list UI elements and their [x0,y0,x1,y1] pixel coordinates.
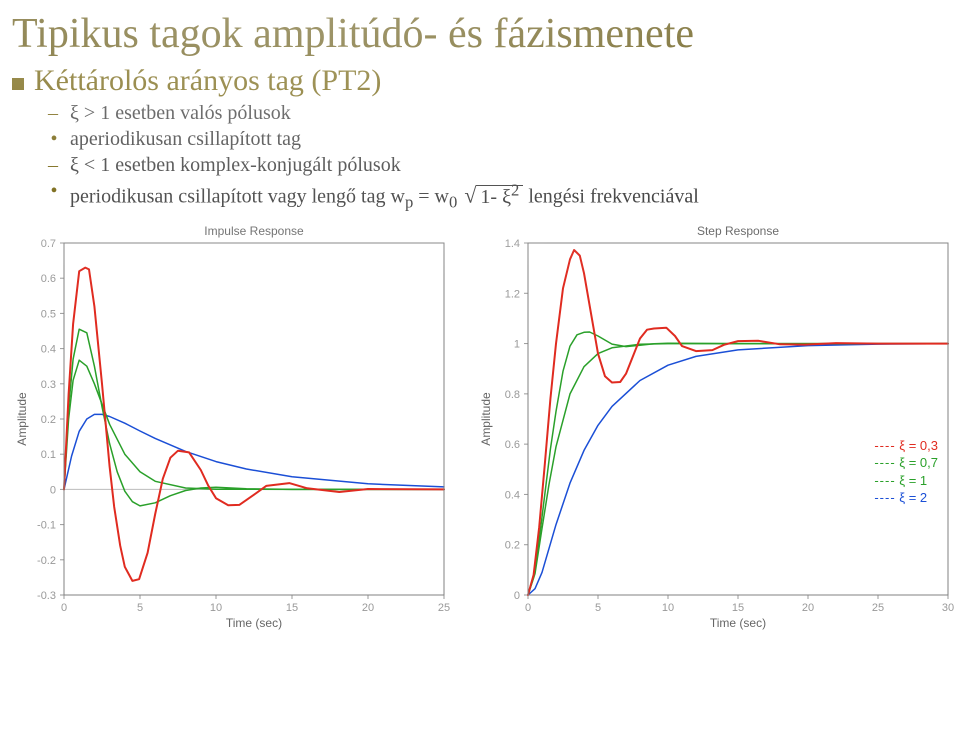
bullet-1: ξ > 1 esetben valós pólusok [70,102,291,125]
svg-text:Time (sec): Time (sec) [710,616,766,630]
svg-text:0: 0 [50,484,56,496]
svg-text:0: 0 [514,590,520,602]
legend-item: ---- ξ = 0,3 [874,437,938,455]
svg-text:20: 20 [802,602,814,614]
svg-text:15: 15 [732,602,744,614]
bullet-2-sub: periodikusan csillapított vagy lengő tag… [70,180,699,213]
svg-text:Amplitude: Amplitude [479,392,493,446]
charts-row: Impulse Response -0.3 -0.2 -0.1 0 0.1 0.2 0.3 0.… [12,221,948,631]
svg-text:0.8: 0.8 [505,389,520,401]
svg-text:0.6: 0.6 [505,439,520,451]
svg-text:10: 10 [210,602,222,614]
svg-text:0: 0 [525,602,531,614]
svg-text:25: 25 [872,602,884,614]
subtitle-row: Kéttárolós arányos tag (PT2) [12,64,948,98]
legend: ---- ξ = 0,3---- ξ = 0,7---- ξ = 1---- ξ… [874,437,938,507]
legend-item: ---- ξ = 2 [874,489,938,507]
step-chart: Step Response 0 0.2 0.4 0.6 0.8 1 1.2 1.4 0 5 10 15 2… [476,221,956,631]
svg-text:0.2: 0.2 [505,539,520,551]
dot-icon: • [48,180,60,203]
svg-text:Step Response: Step Response [697,224,779,238]
svg-text:5: 5 [595,602,601,614]
svg-text:15: 15 [286,602,298,614]
svg-text:-0.2: -0.2 [37,554,56,566]
svg-text:Impulse Response: Impulse Response [204,224,304,238]
svg-text:5: 5 [137,602,143,614]
svg-text:1: 1 [514,338,520,350]
svg-text:30: 30 [942,602,954,614]
svg-text:10: 10 [662,602,674,614]
svg-text:0.2: 0.2 [41,414,56,426]
svg-text:0.4: 0.4 [505,489,520,501]
svg-text:Amplitude: Amplitude [15,392,29,446]
legend-item: ---- ξ = 1 [874,472,938,490]
bullet-2: ξ < 1 esetben komplex-konjugált pólusok [70,154,401,177]
page-title: Tipikus tagok amplitúdó- és fázismenete [12,10,948,58]
dash-icon: – [48,102,60,125]
subtitle: Kéttárolós arányos tag (PT2) [34,64,381,98]
svg-text:0.1: 0.1 [41,449,56,461]
impulse-chart: Impulse Response -0.3 -0.2 -0.1 0 0.1 0.2 0.3 0.… [12,221,466,631]
svg-text:0.5: 0.5 [41,308,56,320]
svg-text:Time (sec): Time (sec) [226,616,282,630]
dot-icon: • [48,128,60,151]
svg-text:1.2: 1.2 [505,288,520,300]
bullet-1-sub: aperiodikusan csillapított tag [70,128,301,151]
square-bullet-icon [12,78,24,90]
svg-text:25: 25 [438,602,450,614]
svg-text:1.4: 1.4 [505,238,520,250]
dash-icon: – [48,154,60,177]
svg-text:0.3: 0.3 [41,378,56,390]
svg-text:0.6: 0.6 [41,273,56,285]
svg-text:20: 20 [362,602,374,614]
svg-text:0: 0 [61,602,67,614]
bullet-list: – ξ > 1 esetben valós pólusok • aperiodi… [48,102,948,213]
svg-text:0.4: 0.4 [41,343,56,355]
svg-text:0.7: 0.7 [41,238,56,250]
svg-text:-0.3: -0.3 [37,590,56,602]
svg-text:-0.1: -0.1 [37,519,56,531]
legend-item: ---- ξ = 0,7 [874,454,938,472]
